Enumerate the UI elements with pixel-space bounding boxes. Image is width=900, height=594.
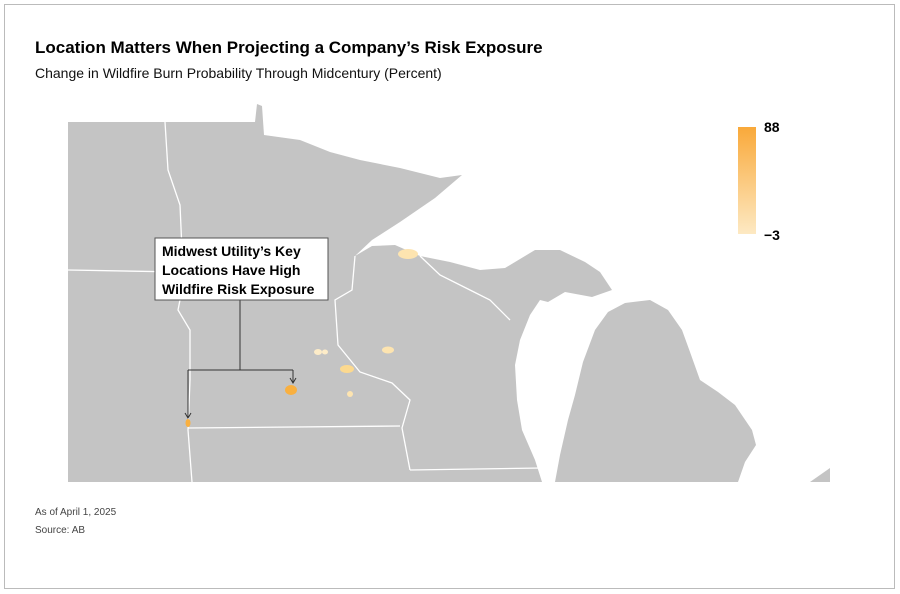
state-border (419, 255, 511, 321)
callout: Midwest Utility’s Key Locations Have Hig… (154, 237, 329, 419)
land-west (68, 104, 612, 482)
land-east (810, 468, 830, 482)
hotspot (398, 249, 418, 259)
callout-box (154, 237, 329, 301)
annotation-line: Midwest Utility’s Key (162, 243, 301, 259)
state-border (187, 425, 401, 429)
hotspot (185, 419, 191, 427)
legend-min: −3 (764, 227, 780, 243)
subtitle: Change in Wildfire Burn Probability Thro… (35, 65, 442, 81)
legend-gradient (738, 127, 756, 234)
annotation-line: Locations Have High (162, 262, 300, 278)
callout-lines (184, 300, 297, 419)
annotation-line: Wildfire Risk Exposure (162, 281, 315, 297)
source: Source: AB (35, 525, 85, 536)
map (67, 104, 830, 483)
legend: 88 −3 (738, 119, 780, 243)
hotspot (347, 391, 353, 397)
legend-max: 88 (764, 119, 780, 135)
hotspots (185, 249, 418, 427)
hotspot (285, 385, 297, 395)
footnote: As of April 1, 2025 (35, 507, 117, 518)
hotspot (340, 365, 354, 373)
state-border (164, 121, 193, 483)
state-border (409, 467, 543, 471)
hotspot (322, 349, 328, 355)
hotspot (382, 346, 394, 354)
state-border (334, 255, 411, 471)
hotspot (314, 349, 322, 355)
land-michigan (555, 300, 756, 482)
title: Location Matters When Projecting a Compa… (35, 38, 543, 57)
